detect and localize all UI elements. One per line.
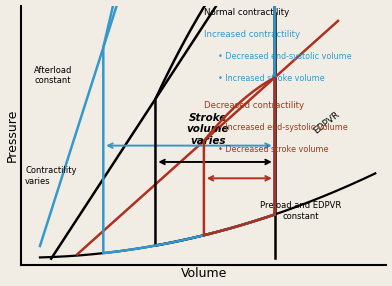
Text: Afterload
constant: Afterload constant — [34, 66, 73, 85]
Text: Decreased contractility: Decreased contractility — [204, 101, 304, 110]
Text: • Decreased end-systolic volume: • Decreased end-systolic volume — [218, 52, 352, 61]
Text: Stroke
volume
varies: Stroke volume varies — [186, 113, 229, 146]
Text: • Decreased stroke volume: • Decreased stroke volume — [218, 145, 329, 154]
Text: Preload and EDPVR
constant: Preload and EDPVR constant — [260, 201, 341, 221]
Text: EDPVR: EDPVR — [312, 110, 341, 135]
X-axis label: Volume: Volume — [181, 267, 227, 281]
Text: • Increased end-systolic volume: • Increased end-systolic volume — [218, 123, 348, 132]
Text: Increased contractility: Increased contractility — [204, 30, 300, 39]
Text: • Increased stroke volume: • Increased stroke volume — [218, 74, 325, 83]
Y-axis label: Pressure: Pressure — [5, 108, 18, 162]
Text: Contractility
varies: Contractility varies — [25, 166, 76, 186]
Text: Normal contractility: Normal contractility — [204, 8, 289, 17]
